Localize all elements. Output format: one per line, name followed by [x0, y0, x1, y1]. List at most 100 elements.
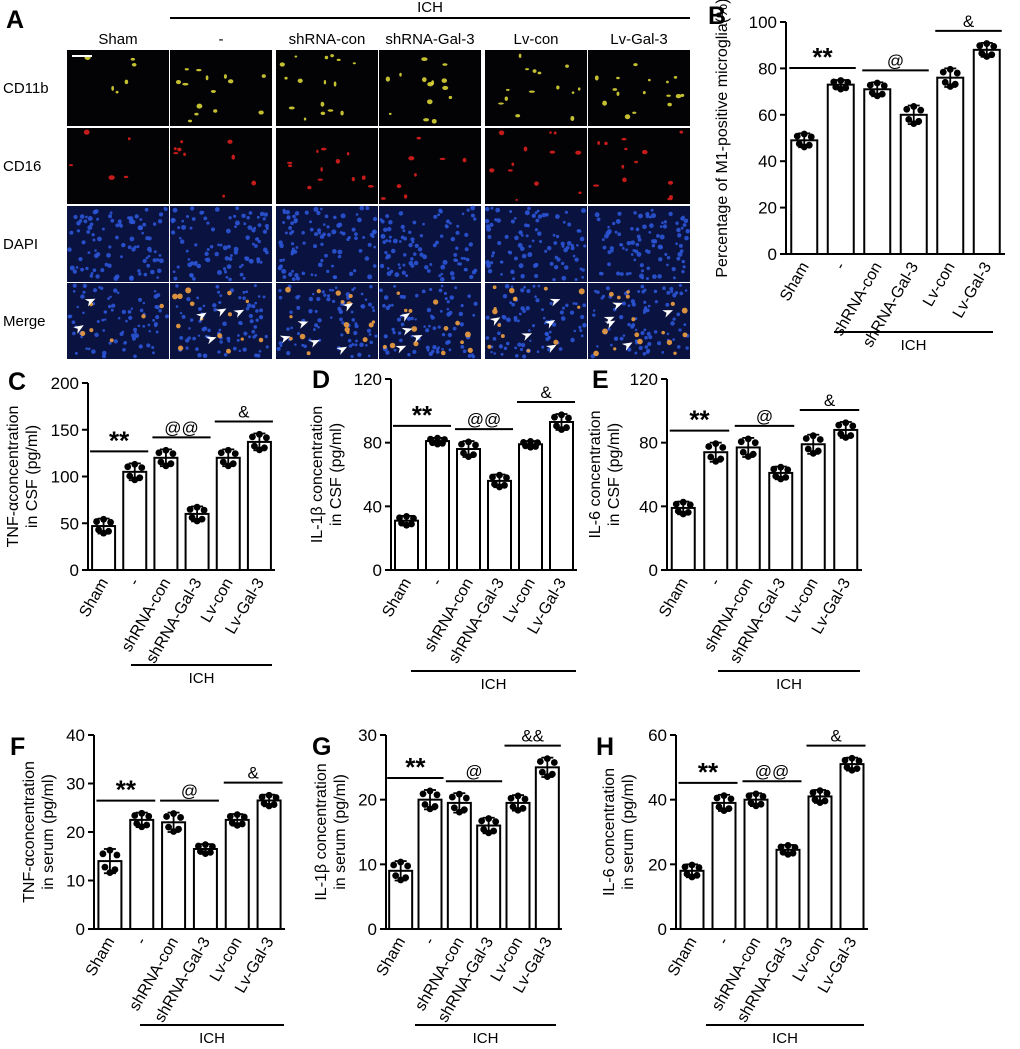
nucleus-mark — [114, 274, 120, 280]
nucleus-mark — [685, 228, 691, 234]
data-point — [219, 458, 227, 466]
nucleus-mark — [565, 245, 570, 250]
nucleus-mark — [631, 302, 636, 307]
nucleus-mark — [294, 211, 300, 216]
data-point — [848, 754, 856, 762]
nucleus-mark — [677, 233, 682, 238]
nucleus-mark — [640, 269, 645, 273]
nucleus-mark — [514, 235, 519, 241]
nucleus-mark — [158, 254, 162, 257]
nucleus-mark — [279, 243, 284, 249]
data-point — [462, 794, 470, 802]
nucleus-mark — [354, 322, 358, 326]
nucleus-mark — [296, 305, 301, 310]
nucleus-mark — [604, 233, 609, 239]
nucleus-mark — [634, 328, 638, 332]
nucleus-mark — [359, 342, 364, 348]
nucleus-mark — [412, 349, 417, 355]
data-point — [496, 483, 503, 491]
nucleus-mark — [179, 336, 184, 340]
nucleus-mark — [302, 241, 306, 245]
nucleus-mark — [672, 338, 675, 341]
nucleus-mark — [259, 308, 264, 313]
nucleus-mark — [228, 277, 232, 282]
data-point — [100, 529, 107, 537]
nucleus-mark — [676, 345, 681, 349]
nucleus-mark — [547, 335, 551, 340]
cell-mark — [173, 151, 179, 155]
cell-mark — [320, 147, 327, 151]
bar — [425, 440, 450, 572]
y-tick-label: 10 — [66, 872, 85, 891]
row-label: DAPI — [3, 236, 38, 253]
nucleus-mark — [528, 329, 531, 332]
nucleus-mark — [527, 252, 533, 258]
nucleus-mark — [489, 222, 494, 227]
nucleus-mark — [650, 208, 654, 212]
cell-mark — [571, 91, 575, 94]
nucleus-mark — [331, 288, 335, 292]
data-point — [124, 463, 132, 471]
data-point — [155, 449, 163, 457]
nucleus-mark — [582, 303, 587, 308]
nucleus-mark — [155, 315, 160, 320]
nucleus-mark — [78, 257, 83, 262]
data-point — [551, 413, 558, 421]
merged-cell-mark — [492, 308, 498, 315]
nucleus-mark — [331, 229, 337, 235]
data-point — [983, 53, 991, 60]
nucleus-mark — [633, 258, 637, 262]
nucleus-mark — [234, 225, 238, 229]
data-point — [99, 850, 107, 858]
nucleus-mark — [107, 297, 110, 300]
nucleus-mark — [127, 245, 132, 250]
data-point — [426, 787, 434, 795]
cell-mark — [320, 101, 325, 107]
nucleus-mark — [473, 217, 477, 221]
x-tick-label: Sham — [76, 576, 112, 621]
nucleus-mark — [372, 216, 378, 222]
nucleus-mark — [334, 286, 338, 290]
nucleus-mark — [681, 259, 685, 264]
cell-mark — [183, 152, 186, 156]
nucleus-mark — [187, 258, 191, 261]
nucleus-mark — [398, 240, 402, 243]
nucleus-mark — [425, 345, 430, 350]
nucleus-mark — [383, 227, 388, 232]
data-point — [465, 438, 472, 446]
nucleus-mark — [393, 285, 396, 288]
nucleus-mark — [429, 287, 433, 292]
nucleus-mark — [224, 256, 230, 261]
nucleus-mark — [312, 328, 316, 332]
nucleus-mark — [514, 346, 518, 350]
nucleus-mark — [360, 292, 364, 296]
nucleus-mark — [292, 214, 296, 219]
data-point — [460, 449, 467, 457]
arrowhead-icon — [545, 344, 557, 353]
y-tick-label: 120 — [354, 370, 382, 389]
nucleus-mark — [217, 290, 221, 294]
nucleus-mark — [247, 225, 253, 230]
nucleus-mark — [410, 334, 414, 338]
nucleus-mark — [384, 251, 388, 255]
nucleus-mark — [67, 314, 72, 319]
cell-mark — [130, 57, 135, 61]
nucleus-mark — [380, 219, 385, 224]
y-tick-label: 0 — [368, 920, 377, 939]
nucleus-mark — [353, 269, 357, 273]
chart-panel-d: D 0 40 80 120 IL-1β concentration in CSF (pg/m… — [309, 366, 577, 693]
data-point — [849, 422, 857, 430]
cell-mark — [223, 74, 227, 79]
nucleus-mark — [440, 272, 444, 276]
nucleus-mark — [355, 339, 358, 343]
data-point — [550, 759, 558, 766]
merged-cell-mark — [226, 348, 231, 354]
nucleus-mark — [555, 234, 560, 239]
nucleus-mark — [288, 226, 293, 230]
nucleus-mark — [619, 336, 624, 341]
chart-panel-f: F 0 10 20 30 40 TNF-αconcentration in serum (pg… — [10, 726, 285, 1047]
nucleus-mark — [369, 340, 374, 345]
merged-cell-mark — [500, 334, 505, 339]
data-point — [157, 458, 165, 466]
nucleus-mark — [223, 270, 228, 274]
